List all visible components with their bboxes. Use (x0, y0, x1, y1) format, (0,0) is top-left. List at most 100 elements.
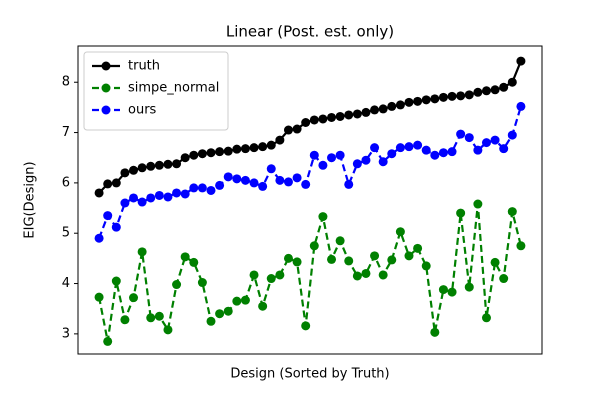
point (215, 180, 225, 190)
point (309, 115, 319, 125)
point (232, 144, 242, 154)
point (94, 233, 104, 243)
point (146, 313, 156, 323)
point (94, 188, 104, 198)
point (309, 150, 319, 160)
point (180, 189, 190, 199)
point (258, 142, 268, 152)
point (387, 255, 397, 265)
point (344, 110, 354, 120)
point (240, 175, 250, 185)
point (120, 315, 130, 325)
y-axis-label: EIG(Design) (23, 161, 38, 238)
point (344, 179, 354, 189)
point (111, 222, 121, 232)
point (430, 150, 440, 160)
point (283, 125, 293, 135)
point (154, 190, 164, 200)
point (404, 251, 414, 261)
point (387, 149, 397, 159)
point (473, 145, 483, 155)
point (301, 321, 311, 331)
point (258, 301, 268, 311)
point (507, 207, 517, 217)
point (413, 140, 423, 150)
point (146, 193, 156, 203)
point (292, 124, 302, 134)
point (275, 135, 285, 145)
point (404, 142, 414, 152)
y-tick-label: 4 (62, 276, 70, 291)
series-line (98, 203, 522, 342)
point (473, 87, 483, 97)
point (120, 168, 130, 178)
point (266, 140, 276, 150)
point (447, 147, 457, 157)
point (473, 199, 483, 209)
point (249, 143, 259, 153)
point (283, 253, 293, 263)
point (154, 311, 164, 321)
legend-marker (101, 105, 111, 115)
point (189, 257, 199, 267)
y-tick-label: 6 (62, 175, 70, 190)
point (180, 252, 190, 262)
legend-marker (101, 83, 111, 93)
point (301, 179, 311, 189)
point (352, 159, 362, 169)
point (456, 91, 466, 101)
point (215, 309, 225, 319)
point (266, 164, 276, 174)
point (421, 145, 431, 155)
point (232, 174, 242, 184)
point (318, 114, 328, 124)
point (327, 254, 337, 264)
point (172, 159, 182, 169)
point (206, 148, 216, 158)
point (413, 96, 423, 106)
point (507, 77, 517, 87)
point (438, 285, 448, 295)
point (223, 172, 233, 182)
point (516, 101, 526, 111)
point (249, 178, 259, 188)
point (395, 100, 405, 110)
point (172, 280, 182, 290)
point (154, 160, 164, 170)
point (481, 313, 491, 323)
y-tick-label: 8 (62, 75, 70, 90)
legend-label: truth (128, 59, 160, 74)
point (327, 153, 337, 163)
point (490, 257, 500, 267)
y-tick-label: 7 (62, 125, 70, 140)
point (327, 112, 337, 122)
point (163, 325, 173, 335)
point (137, 197, 147, 207)
point (378, 104, 388, 114)
point (318, 160, 328, 170)
point (163, 192, 173, 202)
point (180, 153, 190, 163)
x-axis-label: Design (Sorted by Truth) (230, 367, 389, 382)
point (197, 278, 207, 288)
point (172, 188, 182, 198)
point (507, 130, 517, 140)
point (275, 175, 285, 185)
point (395, 227, 405, 237)
point (378, 270, 388, 280)
point (378, 157, 388, 167)
point (430, 94, 440, 104)
point (447, 287, 457, 297)
point (94, 292, 104, 302)
point (481, 86, 491, 96)
point (275, 270, 285, 280)
point (370, 143, 380, 153)
point (283, 177, 293, 187)
point (413, 243, 423, 253)
point (103, 211, 113, 221)
point (464, 90, 474, 100)
point (137, 247, 147, 257)
point (120, 198, 130, 208)
